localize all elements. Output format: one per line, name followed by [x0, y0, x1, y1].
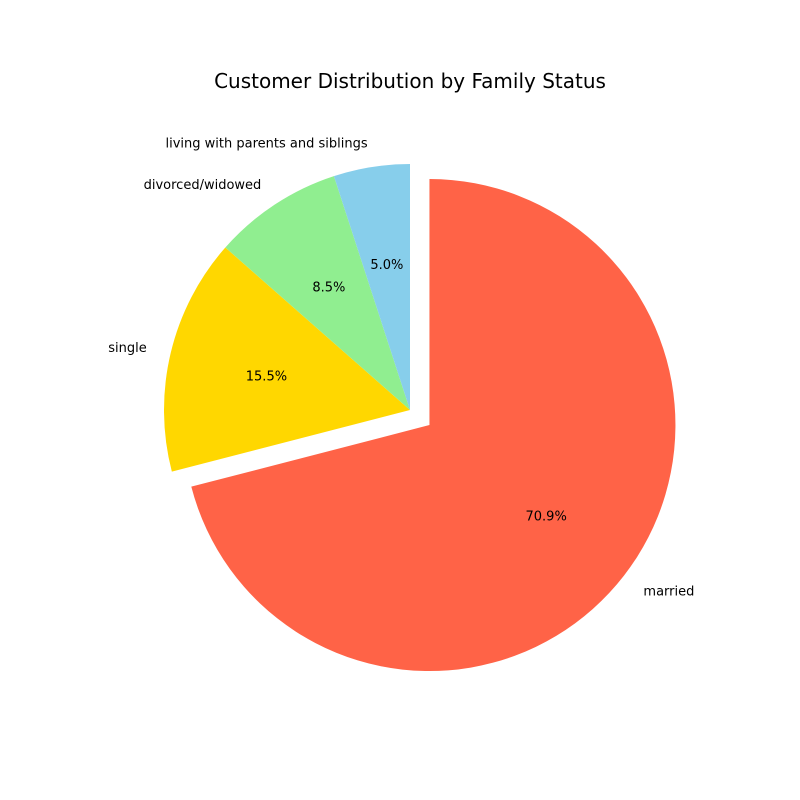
category-label-married: married: [643, 585, 694, 600]
pct-label-divorced-widowed: 8.5%: [312, 281, 345, 296]
category-label-divorced-widowed: divorced/widowed: [144, 178, 262, 193]
pie-slice-divorced-widowed: [225, 176, 410, 410]
pct-label-married: 70.9%: [526, 509, 567, 524]
pct-label-living-with-parents-and-siblings: 5.0%: [370, 258, 403, 273]
pie-slices: [164, 164, 676, 672]
pie-slice-single: [164, 247, 410, 472]
pie-slice-married: [191, 179, 676, 672]
pie-slice-living-with-parents-and-siblings: [333, 164, 410, 410]
pie-labels: 70.9% married 15.5% single 8.5% divorced/wido…: [108, 137, 694, 600]
pct-label-single: 15.5%: [246, 370, 287, 385]
category-label-living-with-parents-and-siblings: living with parents and siblings: [166, 137, 368, 152]
category-label-single: single: [108, 341, 147, 356]
chart-title: Customer Distribution by Family Status: [214, 69, 606, 93]
